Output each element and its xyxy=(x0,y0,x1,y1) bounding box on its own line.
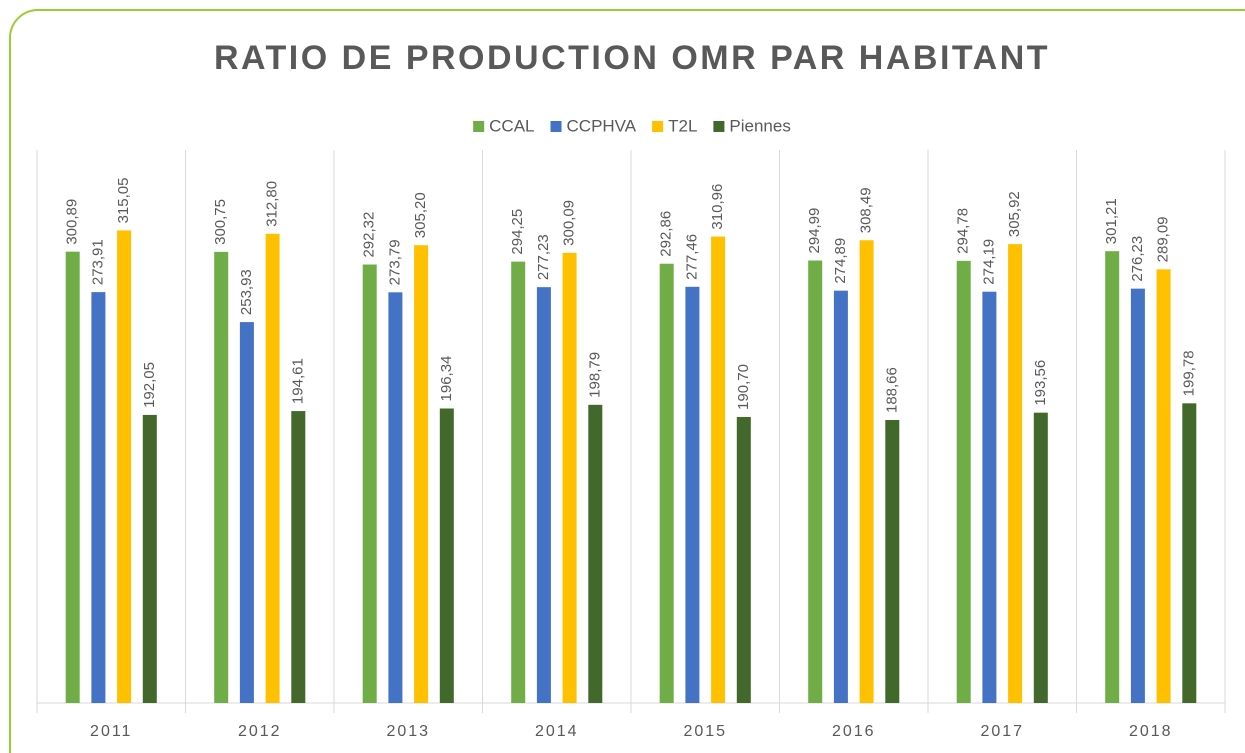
x-tick-label: 2017 xyxy=(980,723,1024,740)
x-tick-label: 2013 xyxy=(386,723,430,740)
data-label: 193,56 xyxy=(1032,360,1049,406)
bar xyxy=(214,251,229,703)
bar xyxy=(859,240,874,703)
data-label: 196,34 xyxy=(438,356,455,402)
data-label: 273,91 xyxy=(89,239,106,285)
data-label: 276,23 xyxy=(1129,236,1146,282)
data-label: 292,86 xyxy=(658,211,675,257)
data-label: 253,93 xyxy=(238,269,255,315)
data-label: 199,78 xyxy=(1180,350,1197,396)
bar xyxy=(1156,269,1171,703)
bar xyxy=(536,287,551,703)
data-label: 277,46 xyxy=(683,234,700,280)
legend-label: CCAL xyxy=(489,116,534,135)
bar xyxy=(659,263,674,703)
x-tick-label: 2018 xyxy=(1129,723,1173,740)
data-label: 305,92 xyxy=(1006,191,1023,237)
data-label: 301,21 xyxy=(1103,198,1120,244)
bar xyxy=(142,414,157,703)
bar xyxy=(711,236,726,703)
data-label: 277,23 xyxy=(535,234,552,280)
bar xyxy=(956,260,971,703)
data-label: 188,66 xyxy=(883,367,900,413)
data-label: 300,89 xyxy=(64,199,81,245)
data-label: 292,32 xyxy=(361,212,378,258)
data-label: 192,05 xyxy=(141,362,158,408)
legend-label: CCPHVA xyxy=(567,116,637,135)
bar xyxy=(265,233,280,704)
data-label: 294,78 xyxy=(955,208,972,254)
data-label: 312,80 xyxy=(264,181,281,227)
bar xyxy=(982,291,997,703)
bar xyxy=(439,408,454,703)
data-label: 308,49 xyxy=(858,187,875,233)
x-tick-label: 2012 xyxy=(238,723,282,740)
bar xyxy=(1008,244,1023,703)
data-label: 273,79 xyxy=(386,239,403,285)
bar xyxy=(588,404,603,703)
bar xyxy=(736,416,751,703)
data-label: 198,79 xyxy=(586,352,603,398)
bar xyxy=(1182,403,1197,703)
bar xyxy=(65,251,80,704)
bar xyxy=(414,245,429,703)
bar xyxy=(362,264,377,703)
legend-swatch xyxy=(550,121,562,132)
bar xyxy=(388,292,403,703)
x-tick-label: 2016 xyxy=(832,723,876,740)
data-label: 300,75 xyxy=(212,199,229,245)
bar xyxy=(511,261,526,703)
legend-swatch xyxy=(473,121,485,132)
data-label: 190,70 xyxy=(735,364,752,410)
data-label: 194,61 xyxy=(289,358,306,404)
x-tick-label: 2011 xyxy=(90,723,132,740)
bar xyxy=(1105,251,1120,703)
bar xyxy=(1033,412,1048,703)
bar xyxy=(885,420,900,703)
legend-label: T2L xyxy=(668,116,697,135)
bar xyxy=(291,411,306,703)
bar xyxy=(833,290,848,703)
bar xyxy=(562,252,577,704)
data-label: 294,99 xyxy=(806,208,823,254)
data-label: 289,09 xyxy=(1155,216,1172,262)
legend-swatch xyxy=(713,121,725,132)
data-label: 274,19 xyxy=(980,239,997,285)
legend-label: Piennes xyxy=(729,116,790,135)
frame xyxy=(9,9,1245,753)
data-label: 310,96 xyxy=(709,184,726,230)
x-tick-label: 2014 xyxy=(535,723,579,740)
data-label: 305,20 xyxy=(412,192,429,238)
bar xyxy=(808,260,823,703)
bar xyxy=(117,230,132,704)
data-label: 315,05 xyxy=(115,178,132,224)
data-label: 300,09 xyxy=(561,200,578,246)
data-label: 294,25 xyxy=(509,209,526,255)
x-tick-label: 2015 xyxy=(683,723,727,740)
legend-swatch xyxy=(652,121,664,132)
bar xyxy=(1130,288,1145,703)
data-label: 274,89 xyxy=(832,238,849,284)
chart-title: RATIO DE PRODUCTION OMR PAR HABITANT xyxy=(214,39,1050,77)
bar xyxy=(91,292,106,703)
bar xyxy=(685,286,700,703)
bar xyxy=(239,322,254,703)
